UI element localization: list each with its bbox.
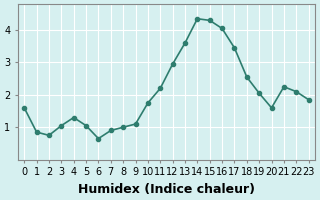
X-axis label: Humidex (Indice chaleur): Humidex (Indice chaleur) (78, 183, 255, 196)
